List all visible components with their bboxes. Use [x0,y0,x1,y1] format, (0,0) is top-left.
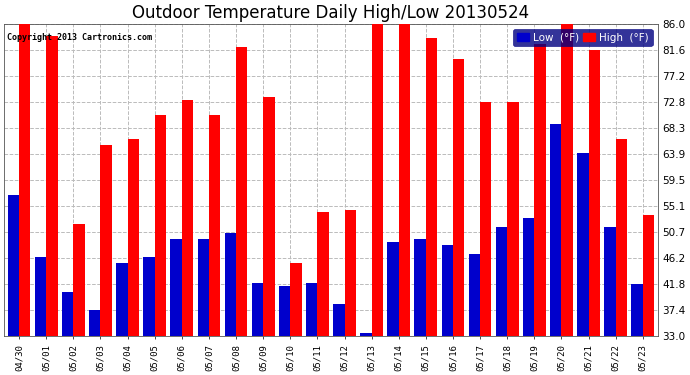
Bar [73,224,85,336]
Bar [128,139,139,336]
Bar [62,292,73,336]
Bar [387,242,399,336]
Bar [496,227,507,336]
Bar [89,310,101,336]
Bar [306,283,317,336]
Bar [604,227,615,336]
Bar [290,262,302,336]
Bar [523,218,534,336]
Bar [480,102,491,336]
Bar [263,98,275,336]
Bar [144,257,155,336]
Bar [170,239,181,336]
Bar [507,102,519,336]
Bar [399,24,410,336]
Bar [643,215,654,336]
Bar [236,47,248,336]
Bar [317,213,328,336]
Bar [155,115,166,336]
Bar [333,304,344,336]
Bar [209,115,220,336]
Title: Outdoor Temperature Daily High/Low 20130524: Outdoor Temperature Daily High/Low 20130… [132,4,529,22]
Bar [577,153,589,336]
Bar [631,284,643,336]
Bar [225,233,236,336]
Bar [116,262,128,336]
Bar [34,257,46,336]
Bar [279,286,290,336]
Bar [442,245,453,336]
Bar [426,39,437,336]
Bar [453,59,464,336]
Bar [252,283,263,336]
Bar [534,44,546,336]
Bar [19,24,30,336]
Bar [550,124,562,336]
Bar [615,139,627,336]
Bar [415,239,426,336]
Bar [344,210,356,336]
Bar [562,24,573,336]
Bar [181,100,193,336]
Bar [589,50,600,336]
Bar [197,239,209,336]
Bar [46,36,57,336]
Bar [360,333,372,336]
Legend: Low  (°F), High  (°F): Low (°F), High (°F) [513,29,653,46]
Bar [372,18,383,336]
Bar [8,195,19,336]
Text: Copyright 2013 Cartronics.com: Copyright 2013 Cartronics.com [8,33,152,42]
Bar [469,254,480,336]
Bar [101,145,112,336]
